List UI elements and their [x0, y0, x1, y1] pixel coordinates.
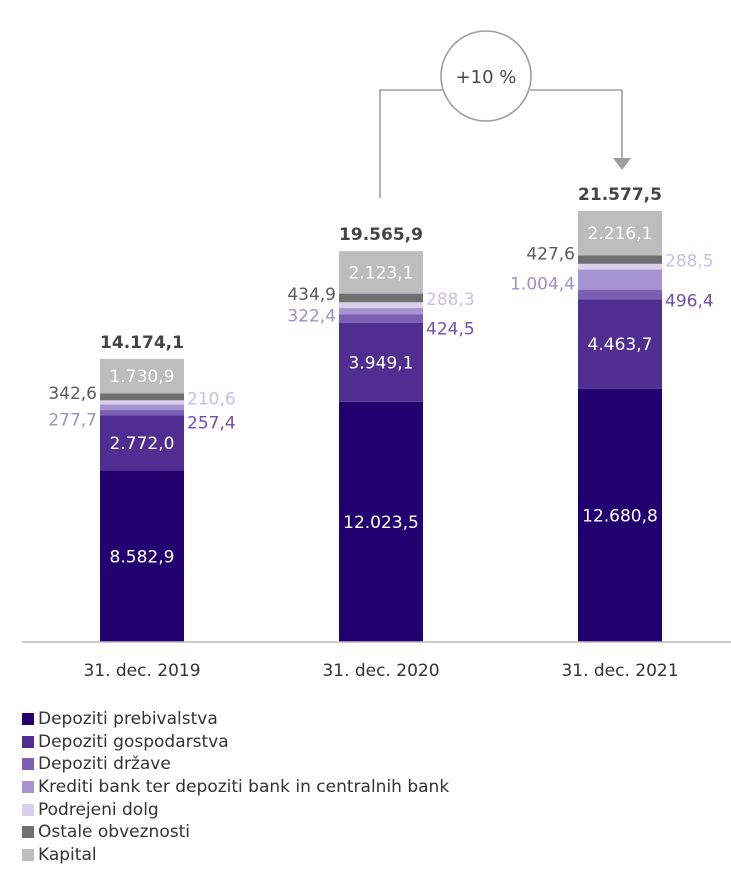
growth-connector-line — [379, 89, 623, 198]
data-label-5-2: 288,3 — [426, 290, 475, 310]
growth-label: +10 % — [456, 67, 517, 88]
data-label-6-2: 434,9 — [287, 285, 336, 305]
x-axis-ticks: 31. dec. 2019 31. dec. 2020 31. dec. 2021 — [83, 661, 678, 681]
legend-swatch-4 — [22, 781, 34, 794]
bar-segment-1-3 — [578, 388, 662, 642]
growth-circle — [440, 30, 532, 122]
growth-annotation: +10 % — [379, 30, 631, 198]
bar-segment-1-1 — [100, 470, 184, 642]
bars-layer — [100, 211, 662, 642]
data-label-3-1: 257,4 — [187, 414, 236, 434]
legend-label-3: Depoziti države — [38, 754, 171, 775]
data-label-1-1: 8.582,9 — [110, 547, 175, 567]
legend-swatch-1 — [22, 713, 34, 726]
legend-label-4: Krediti bank ter depoziti bank in centra… — [38, 777, 450, 798]
legend-label-2: Depoziti gospodarstva — [38, 731, 229, 752]
legend-swatch-5 — [22, 803, 34, 816]
total-label-1: 14.174,1 — [100, 333, 184, 353]
x-tick-label-3: 31. dec. 2021 — [561, 661, 678, 681]
data-label-2-2: 3.949,1 — [349, 353, 414, 373]
bar-segment-7-1 — [100, 358, 184, 394]
data-label-2-1: 2.772,0 — [110, 434, 175, 454]
bar-segment-5-1 — [100, 400, 184, 405]
data-label-4-1: 277,7 — [48, 410, 97, 430]
data-label-3-3: 496,4 — [665, 292, 714, 312]
legend-label-7: Kapital — [38, 844, 97, 865]
legend-label-1: Depoziti prebivalstva — [38, 709, 218, 730]
x-tick-label-1: 31. dec. 2019 — [83, 661, 200, 681]
legend-swatch-2 — [22, 735, 34, 748]
data-label-1-3: 12.680,8 — [582, 506, 658, 526]
bar-segment-5-3 — [578, 263, 662, 270]
data-label-3-2: 424,5 — [426, 320, 475, 340]
growth-arrow-head — [613, 158, 631, 170]
bar-segment-1-2 — [339, 401, 423, 642]
bar-segment-2-2 — [339, 322, 423, 402]
legend-item-1: Depoziti prebivalstva — [22, 708, 449, 731]
legend-label-5: Podrejeni dolg — [38, 799, 159, 820]
legend-item-6: Ostale obveznosti — [22, 821, 449, 844]
data-label-2-3: 4.463,7 — [588, 335, 653, 355]
labels-layer: 8.582,9 2.772,0 257,4 277,7 210,6 342,6 1.730,… — [48, 185, 713, 567]
bar-segment-6-1 — [100, 393, 184, 401]
total-label-3: 21.577,5 — [578, 185, 662, 205]
bar-segment-3-1 — [100, 410, 184, 416]
bar-segment-2-3 — [578, 299, 662, 389]
legend-item-2: Depoziti gospodarstva — [22, 731, 449, 754]
legend-swatch-3 — [22, 758, 34, 771]
legend-swatch-6 — [22, 826, 34, 839]
data-label-6-3: 427,6 — [526, 245, 575, 265]
data-label-5-3: 288,5 — [665, 252, 714, 272]
data-label-1-2: 12.023,5 — [343, 513, 419, 533]
legend-item-3: Depoziti države — [22, 753, 449, 776]
bar-segment-3-2 — [339, 314, 423, 323]
legend: Depoziti prebivalstva Depoziti gospodarst… — [22, 708, 449, 866]
total-label-2: 19.565,9 — [339, 225, 423, 245]
bar-segment-7-3 — [578, 211, 662, 256]
bar-segment-4-1 — [100, 404, 184, 411]
legend-label-6: Ostale obveznosti — [38, 822, 190, 843]
legend-swatch-7 — [22, 848, 34, 861]
data-label-4-2: 322,4 — [287, 306, 336, 326]
bar-segment-2-1 — [100, 415, 184, 471]
data-label-6-1: 342,6 — [48, 384, 97, 404]
data-label-5-1: 210,6 — [187, 389, 236, 409]
data-label-4-3: 1.004,4 — [510, 275, 575, 295]
bar-segment-5-2 — [339, 302, 423, 309]
bar-segment-3-3 — [578, 289, 662, 300]
data-label-7-2: 2.123,1 — [349, 263, 414, 283]
legend-item-5: Podrejeni dolg — [22, 798, 449, 821]
bar-segment-7-2 — [339, 251, 423, 294]
legend-item-4: Krediti bank ter depoziti bank in centra… — [22, 776, 449, 799]
bar-segment-4-2 — [339, 308, 423, 315]
data-label-7-3: 2.216,1 — [588, 224, 653, 244]
data-label-7-1: 1.730,9 — [110, 367, 175, 387]
bar-segment-6-2 — [339, 293, 423, 303]
bar-segment-4-3 — [578, 269, 662, 290]
bar-segment-6-3 — [578, 255, 662, 264]
legend-item-7: Kapital — [22, 844, 449, 867]
x-tick-label-2: 31. dec. 2020 — [322, 661, 439, 681]
